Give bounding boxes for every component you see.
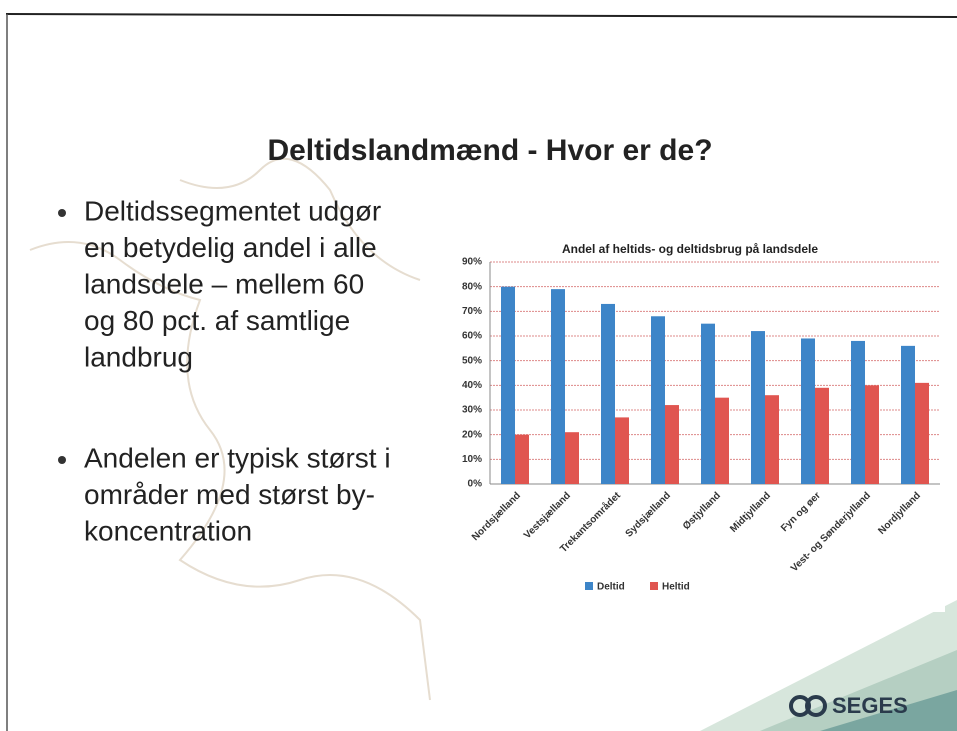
bar bbox=[601, 303, 615, 484]
legend-label: Heltid bbox=[662, 582, 690, 593]
y-tick-label: 40% bbox=[462, 380, 482, 391]
y-tick-label: 30% bbox=[462, 405, 482, 416]
border-top bbox=[5, 13, 957, 18]
y-tick-label: 10% bbox=[462, 454, 482, 465]
y-tick-label: 90% bbox=[462, 257, 482, 268]
bar bbox=[501, 286, 515, 484]
y-tick-label: 60% bbox=[462, 331, 482, 342]
bullet-text: koncentration bbox=[84, 515, 252, 546]
bullet-dot bbox=[58, 456, 66, 464]
chart-title: Andel af heltids- og deltidsbrug på land… bbox=[562, 242, 818, 256]
bar bbox=[615, 417, 629, 484]
bullet-text: og 80 pct. af samtlige bbox=[84, 305, 350, 336]
bar bbox=[765, 395, 779, 484]
bar bbox=[715, 397, 729, 484]
bar bbox=[701, 323, 715, 484]
y-tick-label: 80% bbox=[462, 281, 482, 292]
logo-icon bbox=[805, 695, 827, 717]
bullet-text: områder med størst by- bbox=[84, 479, 375, 510]
bar bbox=[751, 331, 765, 484]
legend-label: Deltid bbox=[597, 582, 625, 593]
bar bbox=[915, 382, 929, 484]
map-outline bbox=[29, 241, 431, 701]
map-outline bbox=[179, 157, 421, 281]
slide-title: Deltidslandmænd - Hvor er de? bbox=[267, 134, 712, 167]
y-tick-label: 50% bbox=[462, 355, 482, 366]
legend-swatch bbox=[585, 582, 593, 590]
bullet-text: Deltidssegmentet udgør bbox=[84, 195, 381, 226]
bar bbox=[551, 289, 565, 484]
bar bbox=[515, 434, 529, 484]
bar bbox=[665, 405, 679, 484]
logo-text: SEGES bbox=[832, 693, 908, 718]
decor-triangle bbox=[820, 690, 957, 731]
bar bbox=[565, 432, 579, 484]
bar bbox=[901, 345, 915, 484]
y-tick-label: 20% bbox=[462, 429, 482, 440]
bullet-text: en betydelig andel i alle bbox=[84, 232, 377, 263]
legend-swatch bbox=[650, 582, 658, 590]
bullet-dot bbox=[58, 209, 66, 217]
y-tick-label: 0% bbox=[468, 479, 483, 490]
bar bbox=[851, 340, 865, 484]
bar bbox=[865, 385, 879, 484]
bar bbox=[801, 338, 815, 484]
bar bbox=[815, 387, 829, 484]
bullet-text: Andelen er typisk størst i bbox=[84, 442, 391, 473]
y-tick-label: 70% bbox=[462, 306, 482, 317]
bar bbox=[651, 316, 665, 484]
bullet-text: landbrug bbox=[84, 341, 193, 372]
bullet-text: landsdele – mellem 60 bbox=[84, 268, 364, 299]
